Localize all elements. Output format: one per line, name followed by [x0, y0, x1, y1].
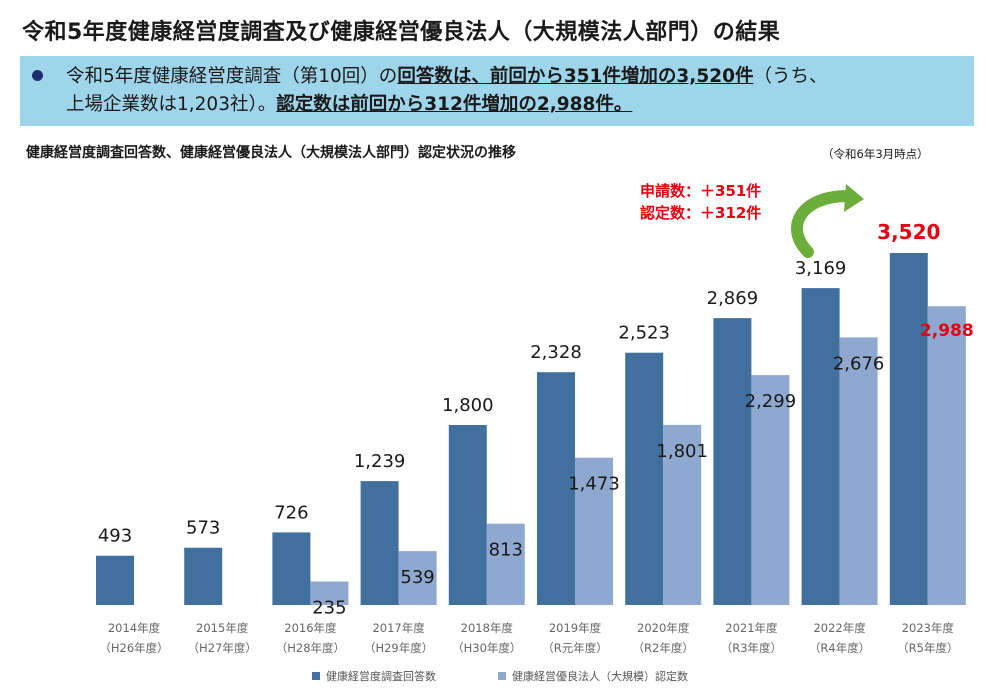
- label-certified-8: 2,299: [745, 391, 797, 412]
- label-responses-4: 1,239: [354, 451, 406, 472]
- x-tick-year-6: 2019年度: [549, 621, 602, 635]
- bar-responses-3: [272, 532, 311, 605]
- summary-box: 令和5年度健康経営度調査（第10回）の回答数は、前回から351件増加の3,520…: [20, 56, 974, 126]
- bar-responses-4: [360, 481, 399, 605]
- x-tick-year-8: 2021年度: [725, 621, 778, 635]
- page-title: 令和5年度健康経営度調査及び健康経営優良法人（大規模法人部門）の結果: [22, 20, 781, 45]
- bar-responses-6: [537, 372, 575, 605]
- label-responses-3: 726: [274, 502, 308, 523]
- bar-certified-9: [839, 337, 878, 605]
- certified-increase: 認定数：＋312件: [640, 204, 762, 222]
- bullet-icon: [32, 70, 43, 81]
- arrow-head-icon: [844, 184, 864, 212]
- x-tick-era-3: （H28年度）: [276, 641, 345, 655]
- label-certified-10: 2,988: [920, 321, 974, 341]
- legend-swatch-certified: [498, 672, 506, 680]
- legend-responses: 健康経営度調査回答数: [312, 668, 436, 684]
- label-responses-9: 3,169: [795, 258, 847, 279]
- x-tick-era-8: （R3年度）: [721, 641, 782, 655]
- label-certified-3: 235: [312, 598, 346, 619]
- bar-responses-2: [184, 547, 223, 605]
- bar-certified-6: [575, 457, 613, 605]
- bar-certified-8: [751, 375, 790, 605]
- x-tick-era-9: （R4年度）: [809, 641, 870, 655]
- label-certified-9: 2,676: [833, 353, 885, 374]
- x-tick-era-6: （R元年度）: [542, 641, 608, 655]
- x-tick-year-5: 2018年度: [461, 621, 514, 635]
- legend-label-responses: 健康経営度調査回答数: [326, 670, 436, 683]
- legend-swatch-responses: [312, 672, 320, 680]
- summary-line2-bold: 認定数は前回から312件増加の2,988件。: [276, 94, 633, 115]
- label-responses-8: 2,869: [707, 288, 759, 309]
- legend-certified: 健康経営優良法人（大規模）認定数: [498, 668, 688, 684]
- summary-line-2: 上場企業数は1,203社）。認定数は前回から312件増加の2,988件。: [66, 92, 632, 117]
- bar-responses-7: [625, 352, 664, 605]
- summary-line2-plain: 上場企業数は1,203社）。: [66, 94, 277, 115]
- label-responses-6: 2,328: [530, 342, 582, 363]
- x-tick-year-2: 2015年度: [196, 621, 249, 635]
- legend-label-certified: 健康経営優良法人（大規模）認定数: [512, 670, 688, 683]
- increase-arrow-icon: [791, 190, 854, 258]
- x-tick-year-4: 2017年度: [372, 621, 425, 635]
- x-tick-year-9: 2022年度: [813, 621, 866, 635]
- x-tick-year-10: 2023年度: [902, 621, 955, 635]
- label-responses-1: 493: [98, 526, 132, 547]
- bar-certified-10: [927, 306, 966, 605]
- as-of-date: （令和6年3月時点）: [822, 147, 929, 161]
- bar-certified-7: [663, 424, 702, 605]
- label-responses-2: 573: [186, 518, 220, 539]
- increase-note: 申請数：＋351件 認定数：＋312件: [640, 180, 761, 224]
- label-certified-5: 813: [489, 540, 523, 561]
- label-responses-10: 3,520: [877, 220, 940, 244]
- bar-certified-3: [310, 581, 349, 605]
- bar-responses-1: [96, 555, 134, 605]
- bar-responses-8: [713, 318, 752, 605]
- label-responses-7: 2,523: [618, 323, 670, 344]
- summary-line-1: 令和5年度健康経営度調査（第10回）の回答数は、前回から351件増加の3,520…: [66, 64, 827, 89]
- summary-line1-tail: （うち、: [753, 66, 828, 87]
- label-certified-7: 1,801: [656, 441, 708, 462]
- bar-responses-9: [801, 288, 840, 605]
- bar-certified-4: [398, 551, 437, 605]
- label-certified-6: 1,473: [568, 474, 620, 495]
- bar-responses-5: [448, 425, 487, 605]
- chart-title: 健康経営度調査回答数、健康経営優良法人（大規模法人部門）認定状況の推移: [26, 145, 516, 161]
- label-certified-4: 539: [400, 567, 434, 588]
- x-tick-year-7: 2020年度: [637, 621, 690, 635]
- summary-line1-bold: 回答数は、前回から351件増加の3,520件: [397, 66, 754, 87]
- x-tick-year-1: 2014年度: [108, 621, 161, 635]
- x-tick-era-4: （H29年度）: [364, 641, 433, 655]
- x-tick-year-3: 2016年度: [284, 621, 337, 635]
- bar-certified-5: [486, 523, 525, 605]
- bar-responses-10: [889, 253, 928, 605]
- summary-line1-plain: 令和5年度健康経営度調査（第10回）の: [66, 66, 398, 87]
- applications-increase: 申請数：＋351件: [640, 182, 762, 200]
- x-tick-era-7: （R2年度）: [633, 641, 694, 655]
- x-tick-era-1: （H26年度）: [99, 641, 168, 655]
- x-tick-era-2: （H27年度）: [188, 641, 257, 655]
- x-tick-era-5: （H30年度）: [452, 641, 521, 655]
- label-responses-5: 1,800: [442, 395, 494, 416]
- x-tick-era-10: （R5年度）: [897, 641, 958, 655]
